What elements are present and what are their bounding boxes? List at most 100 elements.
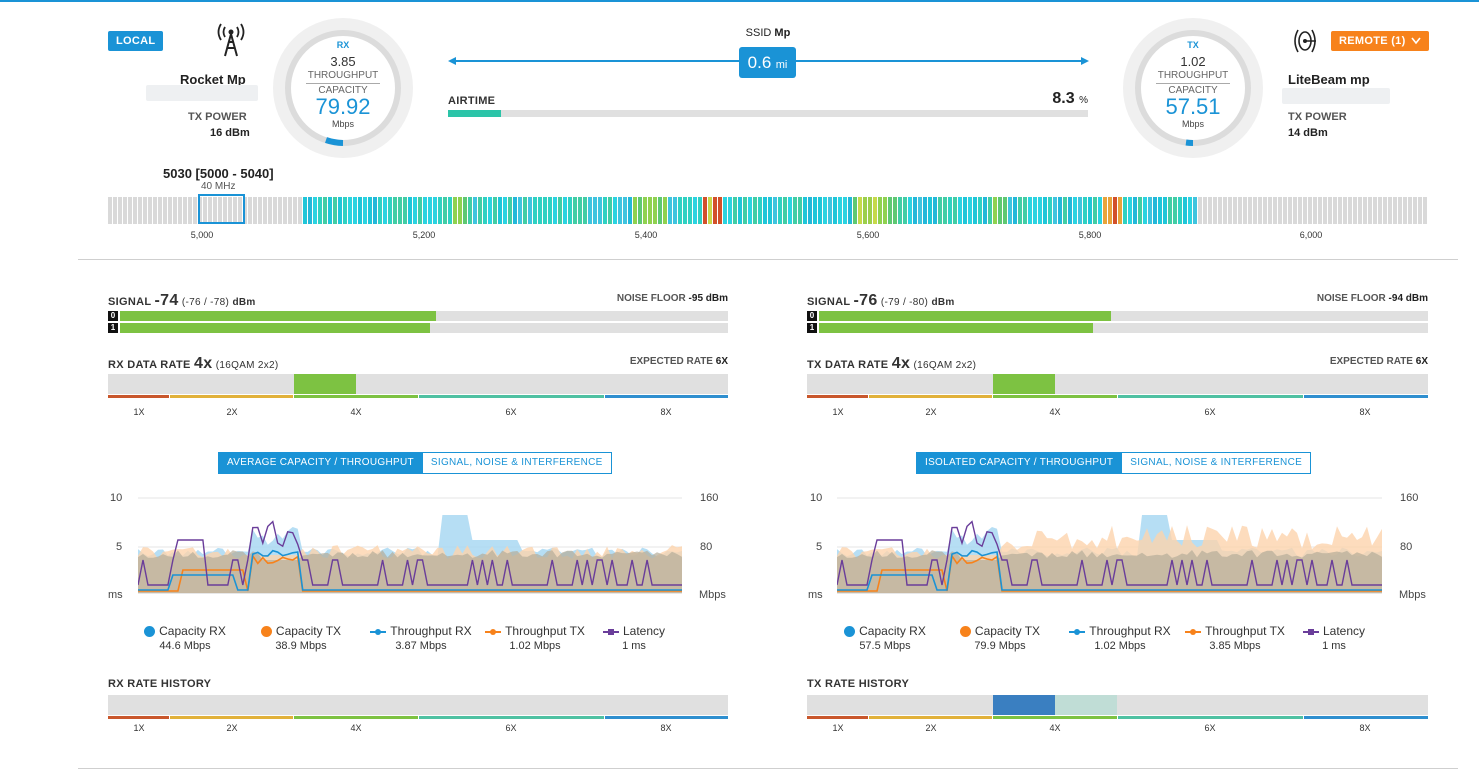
spectrum-cell [1083, 197, 1087, 224]
right-legend-value: 79.9 Mbps [974, 640, 1026, 652]
remote-dropdown[interactable]: REMOTE (1) [1331, 31, 1429, 51]
spectrum-cell [478, 197, 482, 224]
spectrum-cell [1418, 197, 1422, 224]
local-gauge-capacity: 79.92 [315, 94, 371, 119]
right-noise-value: -94 dBm [1388, 293, 1428, 304]
spectrum-cell [1183, 197, 1187, 224]
left-chain-0-tag: 0 [108, 311, 118, 321]
right-history-segment [993, 695, 1055, 715]
tab-signal-noise[interactable]: SIGNAL, NOISE & INTERFERENCE [421, 453, 611, 473]
left-rate-current [294, 374, 356, 394]
right-legend-item[interactable]: Throughput TX 3.85 Mbps [1180, 624, 1290, 652]
left-legend-item[interactable]: Throughput RX 3.87 Mbps [366, 624, 476, 652]
spectrum-cell [303, 197, 307, 224]
throughput-tx-line [138, 553, 682, 592]
spectrum-cell [1283, 197, 1287, 224]
spectrum-cell [133, 197, 137, 224]
remote-tx-power-value: 14 dBm [1288, 127, 1328, 139]
right-signal-readout: SIGNAL -76 (-79 / -80) dBm [807, 292, 955, 310]
spectrum-cell [263, 197, 267, 224]
right-legend-item[interactable]: Throughput RX 1.02 Mbps [1065, 624, 1175, 652]
tower-icon [217, 23, 245, 57]
left-legend-item[interactable]: Latency 1 ms [579, 624, 689, 652]
ssid-label: SSID [745, 27, 772, 39]
left-signal-label: SIGNAL [108, 296, 152, 308]
remote-gauge-arc [1185, 139, 1194, 146]
spectrum-cell [1313, 197, 1317, 224]
spectrum-cell [1148, 197, 1152, 224]
tab-average-capacity[interactable]: AVERAGE CAPACITY / THROUGHPUT [219, 453, 422, 473]
spectrum-cell [358, 197, 362, 224]
right-legend-item[interactable]: Capacity TX 79.9 Mbps [945, 624, 1055, 652]
ssid-value: Mp [774, 27, 791, 39]
spectrum-cell [753, 197, 757, 224]
spectrum-cell [538, 197, 542, 224]
spectrum-cell [108, 197, 112, 224]
spectrum-cell [1138, 197, 1142, 224]
spectrum-cell [1078, 197, 1082, 224]
left-rate-value: 4x [194, 355, 213, 372]
spectrum-cell [923, 197, 927, 224]
spectrum-cell [943, 197, 947, 224]
spectrum-cell [513, 197, 517, 224]
right-capacity-chart[interactable] [837, 495, 1382, 605]
spectrum-cell [448, 197, 452, 224]
spectrum-cell [1163, 197, 1167, 224]
spectrum-cell [343, 197, 347, 224]
spectrum-cell [413, 197, 417, 224]
airtime-unit: % [1079, 95, 1088, 106]
spectrum-cell [313, 197, 317, 224]
airtime-value: 8.3 [1052, 90, 1075, 107]
left-legend-item[interactable]: Capacity TX 38.9 Mbps [246, 624, 356, 652]
right-history-tick: 1X [832, 723, 844, 733]
right-signal-unit: dBm [931, 297, 955, 308]
left-capacity-chart[interactable] [138, 495, 682, 605]
spectrum-cell [828, 197, 832, 224]
spectrum-cell [1358, 197, 1362, 224]
spectrum-cell [1248, 197, 1252, 224]
remote-device-name: LiteBeam mp [1288, 72, 1370, 87]
spectrum-cell [1383, 197, 1387, 224]
left-legend-value: 1.02 Mbps [509, 640, 561, 652]
spectrum-cell [893, 197, 897, 224]
tab-signal-noise[interactable]: SIGNAL, NOISE & INTERFERENCE [1121, 453, 1311, 473]
spectrum-cell [1178, 197, 1182, 224]
left-legend-item[interactable]: Capacity RX 44.6 Mbps [130, 624, 240, 652]
right-chain-0-fill [819, 311, 1112, 321]
spectrum-cell [803, 197, 807, 224]
spectrum-cell [768, 197, 772, 224]
right-legend-value: 57.5 Mbps [859, 640, 911, 652]
spectrum-cell [203, 197, 207, 224]
right-legend-item[interactable]: Capacity RX 57.5 Mbps [830, 624, 940, 652]
spectrum-cell [603, 197, 607, 224]
spectrum-cell [1158, 197, 1162, 224]
right-history-tick: 6X [1204, 723, 1216, 733]
spectrum-cell [378, 197, 382, 224]
left-legend-item[interactable]: Throughput TX 1.02 Mbps [480, 624, 590, 652]
right-rate-current [993, 374, 1055, 394]
spectrum-cell [268, 197, 272, 224]
tab-isolated-capacity[interactable]: ISOLATED CAPACITY / THROUGHPUT [917, 453, 1122, 473]
left-history-tick: 4X [350, 723, 362, 733]
right-history-segment [1055, 695, 1117, 715]
spectrum-cell [1128, 197, 1132, 224]
spectrum-cell [153, 197, 157, 224]
spectrum-cell [533, 197, 537, 224]
spectrum-cell [788, 197, 792, 224]
spectrum-cell [488, 197, 492, 224]
spectrum-cell [1258, 197, 1262, 224]
spectrum-cell [1403, 197, 1407, 224]
spectrum-heatmap[interactable] [108, 197, 1428, 224]
spectrum-cell [208, 197, 212, 224]
spectrum-cell [638, 197, 642, 224]
spectrum-cell [1323, 197, 1327, 224]
spectrum-cell [323, 197, 327, 224]
local-badge[interactable]: LOCAL [108, 31, 164, 51]
section-divider [78, 259, 1458, 260]
spectrum-cell [563, 197, 567, 224]
right-legend-item[interactable]: Latency 1 ms [1279, 624, 1389, 652]
spectrum-cell [173, 197, 177, 224]
left-history-label: RX RATE HISTORY [108, 678, 212, 690]
channel-selection-box[interactable] [198, 194, 245, 224]
top-accent-line [0, 0, 1479, 2]
